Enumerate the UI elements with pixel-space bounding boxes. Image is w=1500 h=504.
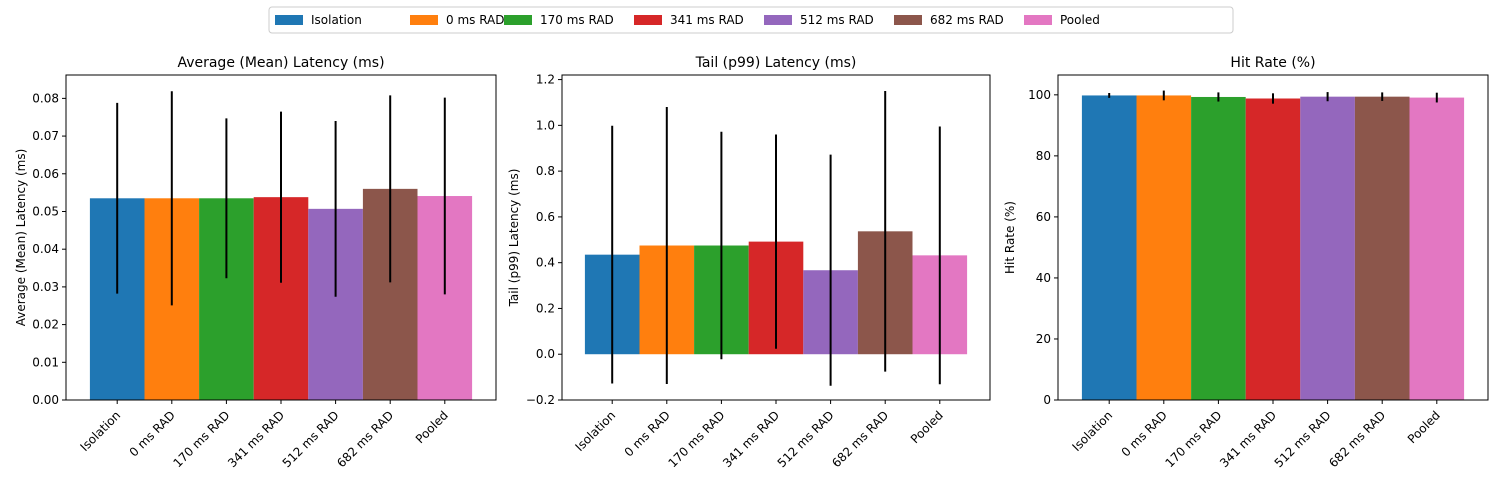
bar [1136, 95, 1192, 400]
bar [1081, 95, 1137, 400]
y-tick-label: 100 [1028, 88, 1051, 102]
y-tick-label: 0 [1043, 393, 1051, 407]
y-tick-label: 0.00 [32, 393, 59, 407]
legend-label: 170 ms RAD [540, 13, 614, 27]
y-tick-label: 0.05 [32, 204, 59, 218]
x-tick-label: Pooled [908, 408, 946, 446]
panel-title: Tail (p99) Latency (ms) [695, 55, 857, 71]
legend-label: 0 ms RAD [446, 13, 505, 27]
x-tick-label: 682 ms RAD [829, 408, 891, 470]
legend-label: Pooled [1060, 13, 1100, 27]
y-axis-label: Average (Mean) Latency (ms) [14, 149, 28, 327]
x-tick-label: 512 ms RAD [775, 408, 837, 470]
y-tick-label: 0.03 [32, 280, 59, 294]
x-tick-label: 682 ms RAD [334, 408, 396, 470]
y-tick-label: 0.02 [32, 318, 59, 332]
bar [1300, 96, 1355, 401]
x-tick-label: 170 ms RAD [1162, 408, 1224, 470]
y-tick-label: 0.04 [32, 242, 59, 256]
legend-swatch [1024, 15, 1052, 25]
y-tick-label: 0.06 [32, 167, 59, 181]
bar [1354, 96, 1410, 401]
panel-title: Average (Mean) Latency (ms) [177, 55, 384, 71]
y-axis-label: Tail (p99) Latency (ms) [507, 169, 521, 308]
x-tick-label: 682 ms RAD [1326, 408, 1388, 470]
x-tick-label: Pooled [413, 408, 451, 446]
legend-label: Isolation [311, 13, 362, 27]
x-tick-label: 170 ms RAD [665, 408, 727, 470]
panel-title: Hit Rate (%) [1230, 55, 1315, 71]
legend-swatch [275, 15, 303, 25]
x-tick-label: Isolation [1069, 408, 1115, 454]
x-tick-label: Isolation [572, 408, 618, 454]
y-tick-label: 0.01 [32, 355, 59, 369]
y-tick-label: 40 [1036, 271, 1051, 285]
legend-label: 341 ms RAD [670, 13, 744, 27]
x-tick-label: 341 ms RAD [1217, 408, 1279, 470]
y-tick-label: 0.8 [536, 164, 555, 178]
x-tick-label: 512 ms RAD [1272, 408, 1334, 470]
y-tick-label: 1.2 [536, 73, 555, 87]
x-tick-label: Isolation [77, 408, 123, 454]
y-tick-label: 0.2 [536, 301, 555, 315]
y-axis-label: Hit Rate (%) [1003, 201, 1017, 274]
legend-swatch [634, 15, 662, 25]
y-tick-label: 60 [1036, 210, 1051, 224]
bar [1191, 96, 1246, 400]
y-tick-label: 0.4 [536, 256, 555, 270]
legend-label: 512 ms RAD [800, 13, 874, 27]
x-tick-label: 0 ms RAD [1119, 408, 1170, 459]
legend-box [268, 6, 1234, 34]
x-tick-label: 341 ms RAD [225, 408, 287, 470]
y-tick-label: 80 [1036, 149, 1051, 163]
legend-label: 682 ms RAD [930, 13, 1004, 27]
legend-swatch [764, 15, 792, 25]
y-tick-label: 0.08 [32, 91, 59, 105]
y-tick-label: 0.6 [536, 210, 555, 224]
y-tick-label: 0.07 [32, 129, 59, 143]
x-tick-label: Pooled [1405, 408, 1443, 446]
bar [1409, 97, 1465, 401]
x-tick-label: 512 ms RAD [280, 408, 342, 470]
legend-swatch [894, 15, 922, 25]
x-tick-label: 0 ms RAD [622, 408, 673, 459]
legend-swatch [410, 15, 438, 25]
y-tick-label: 0.0 [536, 347, 555, 361]
bar [1245, 98, 1301, 400]
x-tick-label: 170 ms RAD [170, 408, 232, 470]
y-tick-label: 1.0 [536, 118, 555, 132]
x-tick-label: 341 ms RAD [720, 408, 782, 470]
y-tick-label: 20 [1036, 332, 1051, 346]
x-tick-label: 0 ms RAD [127, 408, 178, 459]
legend-swatch [504, 15, 532, 25]
y-tick-label: −0.2 [526, 393, 555, 407]
